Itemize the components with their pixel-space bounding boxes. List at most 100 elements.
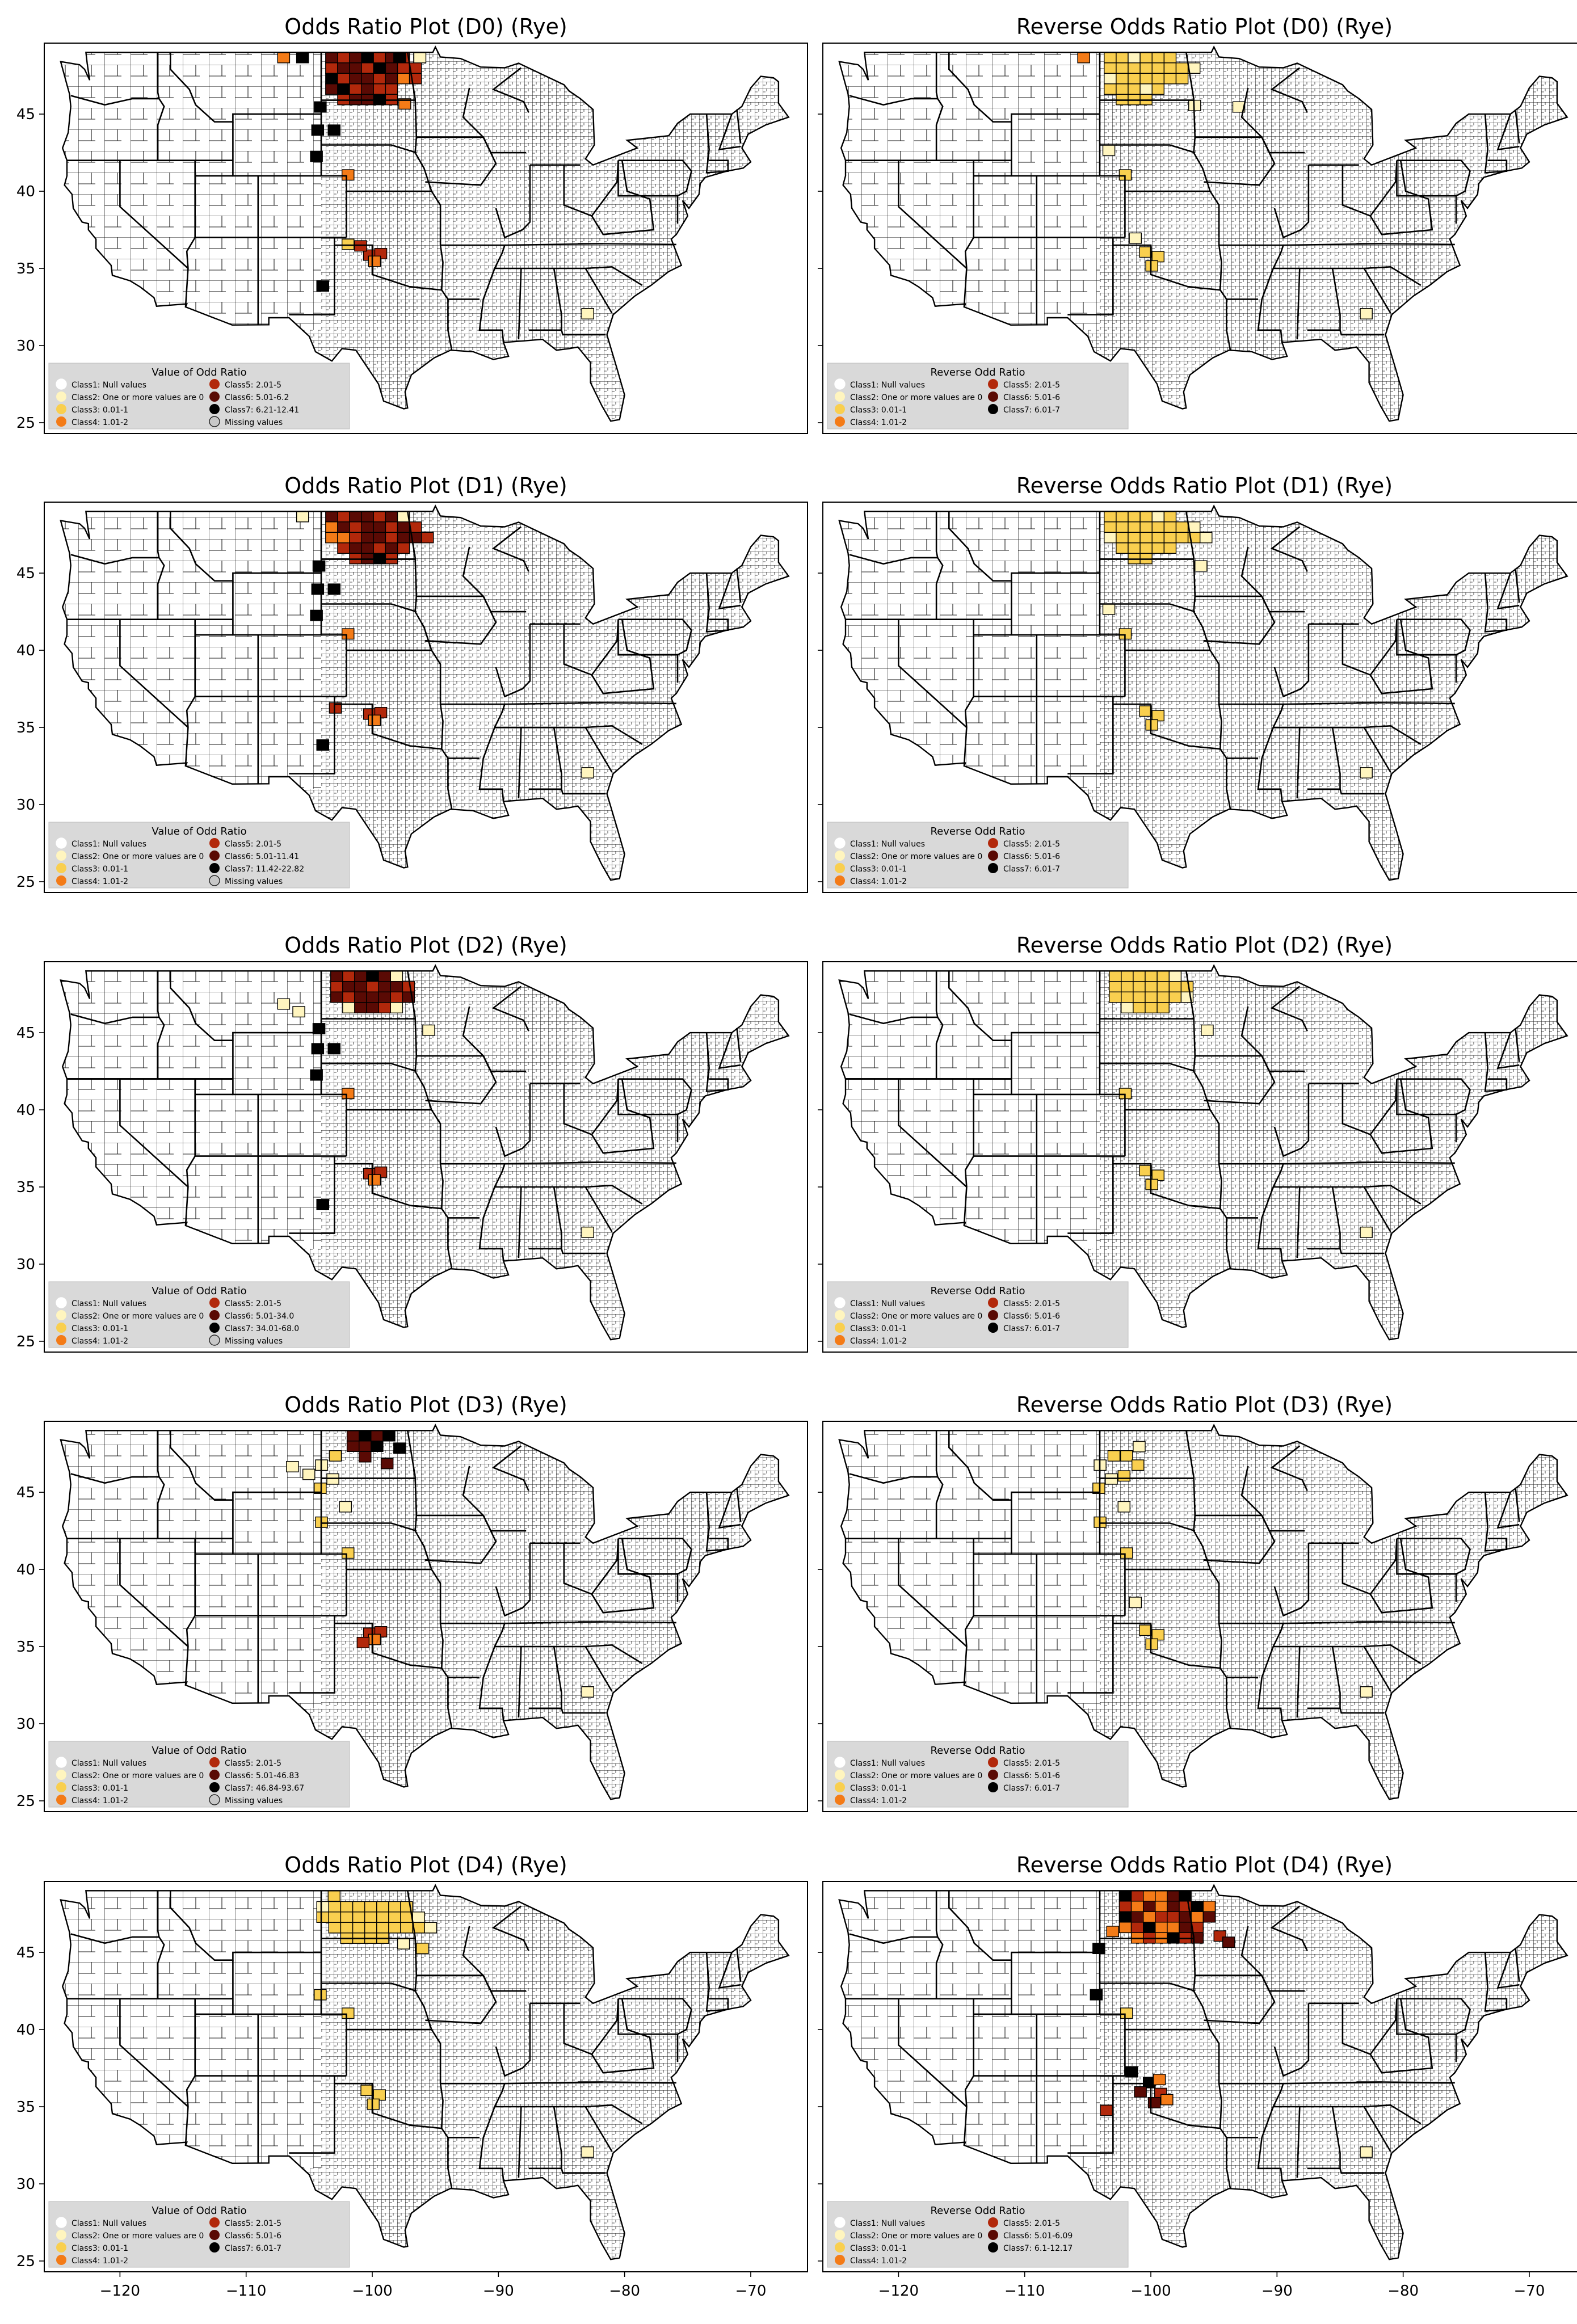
- county-class3: [314, 1989, 327, 2001]
- state-boundary: [948, 971, 1100, 1041]
- state-boundary: [849, 511, 939, 565]
- state-boundary: [561, 789, 606, 795]
- county-class3: [1128, 542, 1141, 554]
- county-class3: [1175, 62, 1189, 74]
- state-boundary: [321, 603, 417, 613]
- legend-label: Class1: Null values: [72, 381, 146, 390]
- state-boundary: [491, 1905, 529, 1951]
- state-boundary: [1185, 1891, 1220, 2076]
- legend-label: Class1: Null values: [72, 2219, 146, 2228]
- state-boundary: [718, 1492, 741, 1529]
- legend-label: Class7: 46.84-93.67: [225, 1784, 304, 1793]
- y-tick-label: 45: [16, 1025, 35, 1042]
- county-class3: [1163, 542, 1177, 554]
- legend-label: Class2: One or more values are 0: [72, 852, 204, 861]
- county-class3: [364, 1912, 377, 1923]
- county-class3: [1163, 532, 1177, 544]
- county-class2: [581, 2146, 594, 2158]
- county-class5: [390, 991, 403, 1003]
- state-boundary: [898, 1998, 968, 2107]
- legend-label: Missing values: [225, 877, 283, 886]
- state-boundary: [718, 113, 741, 151]
- state-boundary: [495, 624, 531, 698]
- legend-label: Class3: 0.01-1: [850, 1324, 907, 1333]
- axes-frame: [822, 502, 1577, 893]
- county-class3: [1108, 970, 1122, 982]
- county-class3: [1108, 991, 1122, 1003]
- legend-box: [827, 1281, 1129, 1348]
- state-boundary: [718, 1032, 741, 1070]
- county-class3: [1145, 260, 1158, 272]
- state-boundary: [1496, 572, 1520, 610]
- choropleth-cells: [1077, 52, 1373, 319]
- legend-label: Class5: 2.01-5: [225, 1299, 281, 1308]
- county-class3: [1139, 542, 1153, 554]
- y-tick-label: 40: [16, 1561, 35, 1578]
- legend-marker-class4: [835, 2255, 845, 2265]
- county-class2: [581, 767, 594, 778]
- county-class5: [1130, 1922, 1144, 1934]
- legend-marker-class1: [56, 378, 67, 390]
- county-class2: [1117, 1501, 1130, 1513]
- county-class6: [378, 991, 391, 1003]
- county-class2: [1360, 308, 1373, 319]
- state-boundary: [1100, 603, 1196, 613]
- state-boundary: [119, 1079, 189, 1188]
- county-class6: [346, 1441, 360, 1452]
- county-class4: [325, 521, 338, 533]
- state-boundary: [528, 727, 562, 790]
- state-boundary: [1270, 526, 1308, 572]
- legend-title: Value of Odd Ratio: [152, 1285, 246, 1297]
- state-boundary: [334, 244, 442, 291]
- state-boundary: [849, 52, 939, 106]
- legend-label: Class4: 1.01-2: [850, 1337, 907, 1346]
- county-class6: [354, 981, 367, 993]
- state-boundary: [1100, 1982, 1196, 1992]
- county-class3: [340, 1901, 354, 1913]
- legend: Value of Odd Ratio Class1: Null values Cla…: [48, 1741, 350, 1808]
- state-boundary: [184, 619, 196, 767]
- county-class3: [328, 1901, 342, 1913]
- county-class2: [1232, 101, 1246, 113]
- county-class4: [1130, 1901, 1144, 1913]
- county-class3: [1175, 532, 1189, 544]
- county-class7: [1142, 1922, 1156, 1934]
- state-boundary: [1273, 165, 1310, 239]
- legend-label: Missing values: [225, 1796, 283, 1805]
- y-tick-label: 30: [16, 338, 35, 355]
- legend-label: Class2: One or more values are 0: [850, 852, 982, 861]
- state-boundary: [504, 1621, 603, 1624]
- legend-marker-class5: [209, 1757, 220, 1767]
- county-class3: [388, 1922, 401, 1934]
- legend-marker-class3: [56, 1782, 66, 1792]
- legend-marker-class6: [988, 851, 998, 861]
- legend-marker-class7: [209, 1782, 220, 1792]
- legend-marker-class6: [988, 391, 998, 402]
- axes-frame: [822, 961, 1577, 1353]
- legend: Reverse Odd Ratio Class1: Null values Clas…: [827, 1741, 1129, 1808]
- county-class3: [1145, 970, 1158, 982]
- county-class3: [1145, 1178, 1158, 1190]
- county-class3: [1175, 521, 1189, 533]
- state-boundary: [1113, 244, 1221, 291]
- county-class3: [1139, 52, 1153, 64]
- county-class7: [393, 52, 406, 64]
- county-class6: [1202, 1911, 1216, 1923]
- county-class4: [1202, 1901, 1216, 1913]
- x-tick-label: −90: [1261, 2283, 1293, 2300]
- county-class6: [325, 83, 338, 95]
- county-class6: [371, 1430, 384, 1442]
- state-boundary: [334, 1622, 442, 1669]
- county-class4: [1167, 1922, 1180, 1934]
- y-tick-label: 25: [16, 1333, 35, 1350]
- legend-box: [827, 2201, 1129, 2268]
- county-class2: [412, 1912, 426, 1923]
- county-class5: [373, 52, 386, 64]
- x-tick-label: −90: [483, 2283, 514, 2300]
- county-class6: [373, 532, 386, 544]
- legend-marker-class3: [835, 1782, 845, 1792]
- state-boundary: [1396, 618, 1471, 656]
- state-boundary: [1067, 237, 1114, 315]
- legend-marker-class2: [835, 391, 845, 402]
- state-boundary: [119, 619, 189, 728]
